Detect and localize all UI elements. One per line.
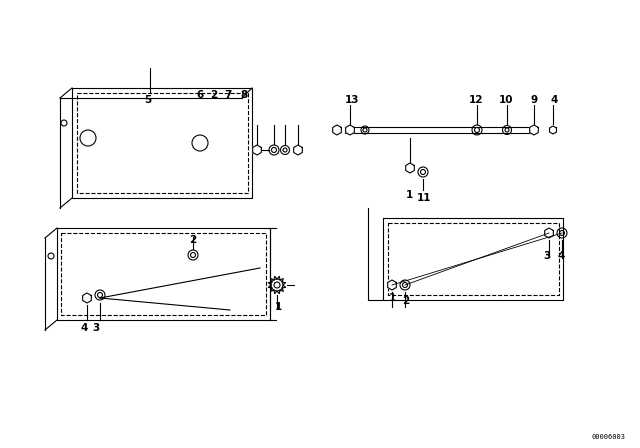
Text: 4: 4: [550, 95, 557, 105]
Text: 1: 1: [275, 302, 282, 312]
Text: 13: 13: [345, 95, 359, 105]
Polygon shape: [550, 126, 556, 134]
Polygon shape: [253, 145, 261, 155]
Text: 6: 6: [196, 90, 204, 100]
Text: 4: 4: [80, 323, 88, 333]
Polygon shape: [83, 293, 92, 303]
Polygon shape: [406, 163, 414, 173]
Text: 3: 3: [92, 323, 100, 333]
Text: 4: 4: [557, 251, 564, 261]
Text: 00006003: 00006003: [592, 434, 626, 440]
Polygon shape: [388, 280, 396, 290]
Polygon shape: [333, 125, 341, 135]
Text: 1: 1: [405, 190, 413, 200]
Text: 7: 7: [224, 90, 232, 100]
Polygon shape: [545, 228, 554, 238]
Text: 10: 10: [499, 95, 513, 105]
Text: 3: 3: [543, 251, 550, 261]
Text: 8: 8: [241, 90, 248, 100]
Text: 9: 9: [531, 95, 538, 105]
Text: 5: 5: [145, 95, 152, 105]
Text: 1: 1: [388, 293, 396, 303]
Text: 12: 12: [468, 95, 483, 105]
Text: 11: 11: [417, 193, 431, 203]
Text: 2: 2: [189, 235, 196, 245]
Polygon shape: [346, 125, 355, 135]
Text: 2: 2: [211, 90, 218, 100]
Text: 2: 2: [403, 296, 410, 306]
Polygon shape: [530, 125, 538, 135]
Polygon shape: [294, 145, 302, 155]
